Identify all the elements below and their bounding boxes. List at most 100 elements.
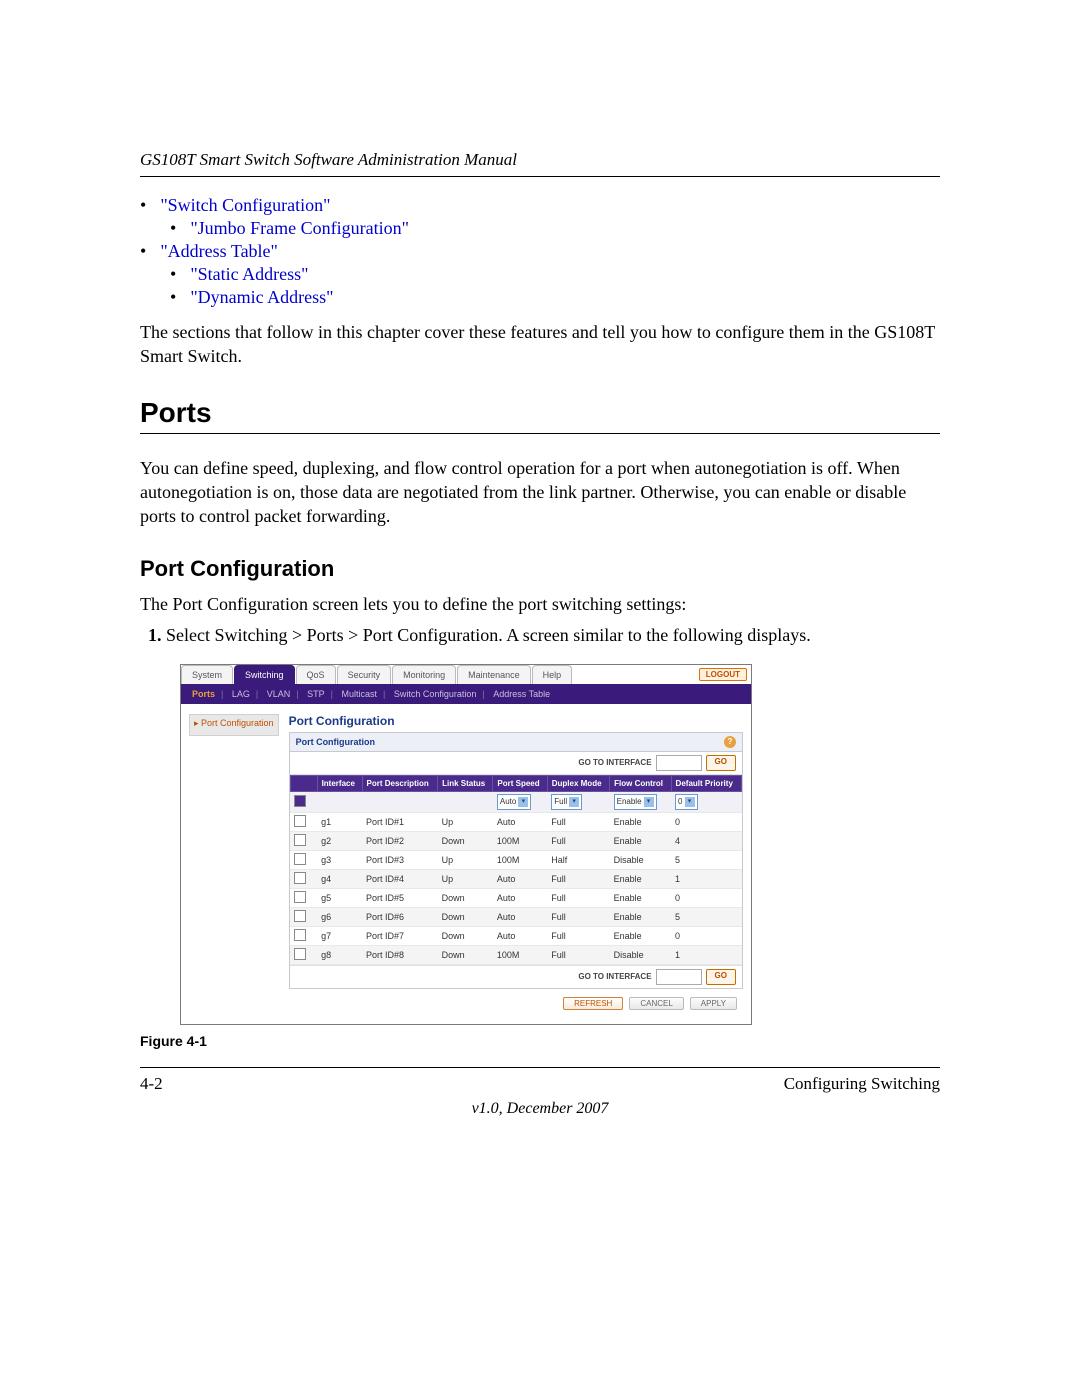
table-row: g1Port ID#1UpAutoFullEnable0 bbox=[290, 812, 741, 831]
row-checkbox[interactable] bbox=[294, 853, 306, 865]
figure-caption: Figure 4-1 bbox=[140, 1033, 940, 1049]
cell-flow: Enable bbox=[610, 812, 671, 831]
panel-header-label: Port Configuration bbox=[296, 737, 376, 747]
subtab-address-table[interactable]: Address Table bbox=[493, 689, 550, 699]
steps-list: Select Switching > Ports > Port Configur… bbox=[140, 625, 940, 646]
row-checkbox[interactable] bbox=[294, 891, 306, 903]
row-checkbox[interactable] bbox=[294, 872, 306, 884]
cell-duplex: Full bbox=[547, 907, 609, 926]
tab-maintenance[interactable]: Maintenance bbox=[457, 665, 531, 684]
sub-tabbar: Ports| LAG| VLAN| STP| Multicast| Switch… bbox=[181, 686, 751, 704]
subtab-ports[interactable]: Ports bbox=[192, 689, 215, 699]
col-interface: Interface bbox=[317, 775, 362, 791]
cell-flow: Enable bbox=[610, 907, 671, 926]
cell-flow: Enable bbox=[610, 831, 671, 850]
cell-priority: 0 bbox=[671, 926, 741, 945]
cell-priority: 1 bbox=[671, 945, 741, 964]
row-checkbox[interactable] bbox=[294, 834, 306, 846]
section-rule bbox=[140, 433, 940, 434]
cell-link-status: Down bbox=[438, 831, 493, 850]
tab-monitoring[interactable]: Monitoring bbox=[392, 665, 456, 684]
tab-security[interactable]: Security bbox=[337, 665, 392, 684]
row-checkbox[interactable] bbox=[294, 815, 306, 827]
cell-port-speed: 100M bbox=[493, 945, 547, 964]
tab-help[interactable]: Help bbox=[532, 665, 573, 684]
tab-qos[interactable]: QoS bbox=[296, 665, 336, 684]
portcfg-paragraph: The Port Configuration screen lets you t… bbox=[140, 592, 940, 616]
panel-box: Port Configuration ? GO TO INTERFACE GO … bbox=[289, 732, 743, 989]
cell-description: Port ID#2 bbox=[362, 831, 438, 850]
link-jumbo-frame[interactable]: "Jumbo Frame Configuration" bbox=[190, 218, 409, 238]
cell-flow: Enable bbox=[610, 869, 671, 888]
row-checkbox[interactable] bbox=[294, 948, 306, 960]
goto-label-bottom: GO TO INTERFACE bbox=[578, 972, 651, 981]
logout-button[interactable]: LOGOUT bbox=[699, 668, 747, 681]
subtab-switch-config[interactable]: Switch Configuration bbox=[394, 689, 477, 699]
link-dynamic-address[interactable]: "Dynamic Address" bbox=[190, 287, 333, 307]
footer-rule bbox=[140, 1067, 940, 1068]
cell-duplex: Full bbox=[547, 831, 609, 850]
cell-interface: g5 bbox=[317, 888, 362, 907]
goto-input-bottom[interactable] bbox=[656, 969, 702, 985]
goto-label: GO TO INTERFACE bbox=[578, 758, 651, 767]
filter-flow-select[interactable]: Enable▾ bbox=[614, 794, 657, 810]
running-header: GS108T Smart Switch Software Administrat… bbox=[140, 150, 940, 170]
select-all-checkbox[interactable] bbox=[294, 795, 306, 807]
tab-system[interactable]: System bbox=[181, 665, 233, 684]
go-button[interactable]: GO bbox=[706, 755, 736, 771]
subtab-stp[interactable]: STP bbox=[307, 689, 325, 699]
table-row: g4Port ID#4UpAutoFullEnable1 bbox=[290, 869, 741, 888]
panel-header: Port Configuration ? bbox=[290, 733, 742, 752]
cell-duplex: Full bbox=[547, 888, 609, 907]
link-static-address[interactable]: "Static Address" bbox=[190, 264, 308, 284]
tab-switching[interactable]: Switching bbox=[234, 665, 295, 684]
apply-button[interactable]: APPLY bbox=[690, 997, 737, 1010]
cancel-button[interactable]: CANCEL bbox=[629, 997, 683, 1010]
filter-duplex-select[interactable]: Full▾ bbox=[551, 794, 582, 810]
cell-link-status: Down bbox=[438, 888, 493, 907]
cell-link-status: Up bbox=[438, 850, 493, 869]
subtab-lag[interactable]: LAG bbox=[232, 689, 250, 699]
cell-flow: Enable bbox=[610, 888, 671, 907]
table-row: g6Port ID#6DownAutoFullEnable5 bbox=[290, 907, 741, 926]
cell-link-status: Down bbox=[438, 907, 493, 926]
filter-speed-select[interactable]: Auto▾ bbox=[497, 794, 531, 810]
heading-ports: Ports bbox=[140, 397, 940, 429]
filter-priority-select[interactable]: 0▾ bbox=[675, 794, 697, 810]
table-row: g3Port ID#3Up100MHalfDisable5 bbox=[290, 850, 741, 869]
help-icon[interactable]: ? bbox=[724, 736, 736, 748]
side-nav-port-configuration[interactable]: ▸ Port Configuration bbox=[189, 714, 279, 736]
subtab-vlan[interactable]: VLAN bbox=[267, 689, 291, 699]
cell-duplex: Full bbox=[547, 945, 609, 964]
col-description: Port Description bbox=[362, 775, 438, 791]
cell-priority: 1 bbox=[671, 869, 741, 888]
row-checkbox[interactable] bbox=[294, 910, 306, 922]
cell-interface: g7 bbox=[317, 926, 362, 945]
cell-port-speed: Auto bbox=[493, 907, 547, 926]
cell-port-speed: Auto bbox=[493, 926, 547, 945]
chevron-down-icon: ▾ bbox=[518, 797, 528, 807]
cell-description: Port ID#8 bbox=[362, 945, 438, 964]
table-row: g5Port ID#5DownAutoFullEnable0 bbox=[290, 888, 741, 907]
cell-port-speed: Auto bbox=[493, 812, 547, 831]
link-switch-config[interactable]: "Switch Configuration" bbox=[160, 195, 330, 215]
cell-priority: 0 bbox=[671, 812, 741, 831]
refresh-button[interactable]: REFRESH bbox=[563, 997, 623, 1010]
goto-row-bottom: GO TO INTERFACE GO bbox=[290, 965, 742, 988]
cell-link-status: Up bbox=[438, 869, 493, 888]
goto-row-top: GO TO INTERFACE GO bbox=[290, 752, 742, 775]
cell-link-status: Down bbox=[438, 945, 493, 964]
goto-input[interactable] bbox=[656, 755, 702, 771]
row-checkbox[interactable] bbox=[294, 929, 306, 941]
go-button-bottom[interactable]: GO bbox=[706, 969, 736, 985]
intro-paragraph: The sections that follow in this chapter… bbox=[140, 320, 940, 369]
section-name: Configuring Switching bbox=[784, 1074, 940, 1094]
link-address-table[interactable]: "Address Table" bbox=[160, 241, 278, 261]
table-row: g8Port ID#8Down100MFullDisable1 bbox=[290, 945, 741, 964]
subtab-multicast[interactable]: Multicast bbox=[342, 689, 378, 699]
cell-description: Port ID#3 bbox=[362, 850, 438, 869]
table-row: g2Port ID#2Down100MFullEnable4 bbox=[290, 831, 741, 850]
cell-duplex: Half bbox=[547, 850, 609, 869]
panel-title: Port Configuration bbox=[289, 714, 743, 728]
toc-list: "Switch Configuration" "Jumbo Frame Conf… bbox=[140, 195, 940, 308]
